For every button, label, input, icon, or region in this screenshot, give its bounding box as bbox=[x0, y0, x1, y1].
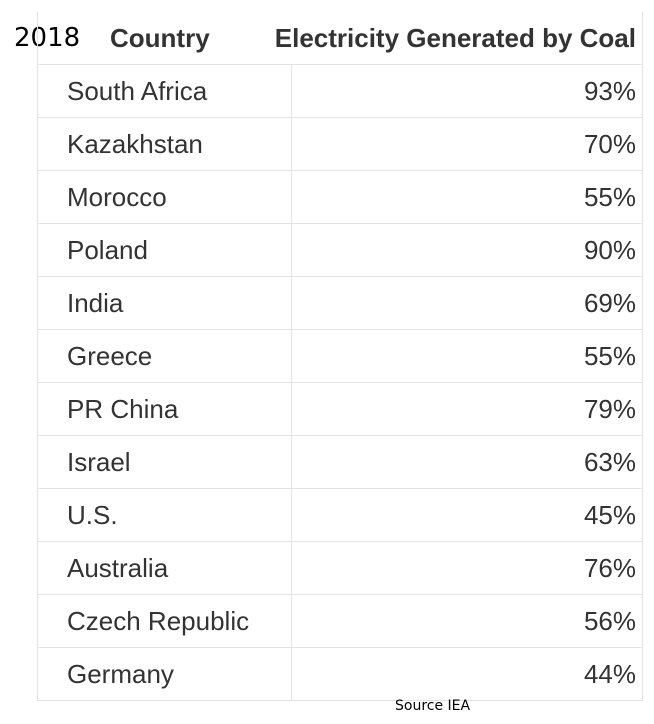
cell-coal-share: 76% bbox=[583, 553, 636, 583]
column-header-coal-share: Electricity Generated by Coal bbox=[274, 23, 636, 53]
cell-coal-share: 55% bbox=[583, 341, 636, 371]
cell-country: Kazakhstan bbox=[67, 129, 203, 159]
cell-country: Czech Republic bbox=[67, 606, 250, 636]
cell-coal-share: 69% bbox=[583, 288, 636, 318]
cell-coal-share: 44% bbox=[583, 659, 636, 689]
table-row: Czech Republic 56% bbox=[38, 594, 642, 648]
cell-country: India bbox=[67, 288, 124, 318]
table-row: Germany 44% bbox=[38, 647, 642, 700]
cell-country: Israel bbox=[67, 447, 131, 477]
cell-country: South Africa bbox=[67, 76, 208, 106]
year-label: 2018 bbox=[14, 23, 81, 53]
cell-coal-share: 79% bbox=[583, 394, 636, 424]
cell-country: Germany bbox=[67, 659, 174, 689]
table-row: Israel 63% bbox=[38, 435, 642, 489]
cell-coal-share: 56% bbox=[583, 606, 636, 636]
cell-coal-share: 63% bbox=[583, 447, 636, 477]
cell-country: Poland bbox=[67, 235, 148, 265]
cell-coal-share: 45% bbox=[583, 500, 636, 530]
table-row: U.S. 45% bbox=[38, 488, 642, 542]
cell-country: PR China bbox=[67, 394, 179, 424]
coal-electricity-table: Country Electricity Generated by Coal So… bbox=[37, 12, 643, 701]
cell-country: Greece bbox=[67, 341, 153, 371]
table-row: Kazakhstan 70% bbox=[38, 117, 642, 171]
cell-coal-share: 70% bbox=[583, 129, 636, 159]
column-header-country: Country bbox=[110, 23, 210, 53]
table-row: Australia 76% bbox=[38, 541, 642, 595]
source-note: Source IEA bbox=[395, 698, 471, 714]
cell-country: U.S. bbox=[67, 500, 118, 530]
cell-coal-share: 90% bbox=[583, 235, 636, 265]
table-header: Country Electricity Generated by Coal bbox=[38, 12, 642, 65]
table-row: Greece 55% bbox=[38, 329, 642, 383]
table-row: India 69% bbox=[38, 276, 642, 330]
cell-coal-share: 93% bbox=[583, 76, 636, 106]
table-row: Morocco 55% bbox=[38, 170, 642, 224]
table-row: PR China 79% bbox=[38, 382, 642, 436]
cell-country: Australia bbox=[67, 553, 169, 583]
table-row: Poland 90% bbox=[38, 223, 642, 277]
table-row: South Africa 93% bbox=[38, 64, 642, 118]
cell-country: Morocco bbox=[67, 182, 167, 212]
cell-coal-share: 55% bbox=[583, 182, 636, 212]
